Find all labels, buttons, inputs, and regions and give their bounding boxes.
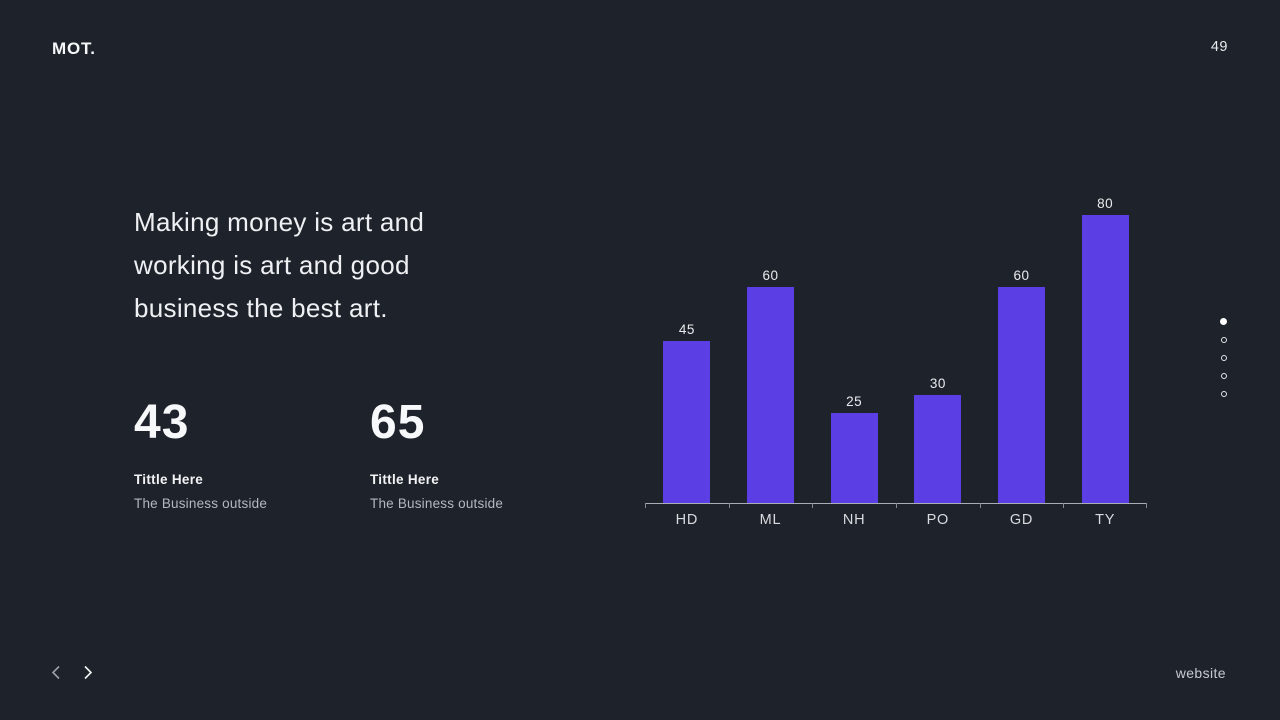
bar <box>998 287 1046 503</box>
bar-value-label: 45 <box>678 322 695 337</box>
pagination-dot-2[interactable] <box>1220 337 1227 343</box>
stat-value: 43 <box>134 396 190 449</box>
axis-tick <box>896 503 897 508</box>
category-label: TY <box>1095 512 1116 528</box>
quote-line: working is art and good <box>134 250 410 280</box>
bar <box>914 395 962 503</box>
bar-group-hd: 45 <box>645 190 729 503</box>
axis-tick <box>1146 503 1147 508</box>
bar <box>747 287 794 503</box>
bar <box>830 413 878 503</box>
category-label: NH <box>842 512 866 528</box>
chevron-right-icon <box>81 665 95 684</box>
category-label: ML <box>759 512 782 528</box>
stat-title: Tittle Here <box>370 472 440 487</box>
slide-navigation <box>49 664 95 681</box>
bar <box>663 341 711 503</box>
chart-bars-area: 45 60 25 30 60 80 <box>645 190 1147 503</box>
stat-value: 65 <box>370 396 426 449</box>
next-button[interactable] <box>81 664 95 681</box>
pagination-dot-5[interactable] <box>1220 391 1227 397</box>
bar-value-label: 30 <box>929 376 946 391</box>
slide-pagination-dots <box>1220 318 1227 397</box>
quote-text: Making money is art and working is art a… <box>134 201 424 330</box>
bar-group-ty: 80 <box>1063 190 1147 503</box>
quote-line: business the best art. <box>134 293 388 323</box>
pagination-dot-3[interactable] <box>1220 355 1227 361</box>
stat-subtitle: The Business outside <box>370 496 504 511</box>
axis-tick <box>979 503 981 508</box>
chart-category-labels: HD ML NH PO GD TY <box>645 512 1147 528</box>
bar-group-ml: 60 <box>729 190 813 503</box>
stat-title: Tittle Here <box>134 472 204 487</box>
bar-value-label: 80 <box>1097 196 1114 211</box>
category-label: PO <box>926 512 950 528</box>
category-label: HD <box>675 512 699 528</box>
axis-tick <box>1063 503 1065 508</box>
chart-x-axis <box>645 503 1147 508</box>
stat-block: 65 Tittle Here The Business outside <box>370 396 590 512</box>
pagination-dot-4[interactable] <box>1220 373 1227 379</box>
logo: MOT. <box>52 39 96 58</box>
chevron-left-icon <box>49 665 63 684</box>
bar-chart: 45 60 25 30 60 80 HD ML NH PO GD TY <box>645 190 1147 528</box>
bar-value-label: 60 <box>762 268 779 283</box>
stat-block: 43 Tittle Here The Business outside <box>134 396 354 512</box>
pagination-dot-1[interactable] <box>1220 318 1227 325</box>
bar-group-gd: 60 <box>980 190 1064 503</box>
category-label: GD <box>1009 512 1034 528</box>
axis-tick <box>812 503 814 508</box>
bar-group-po: 30 <box>896 190 980 503</box>
bar-group-nh: 25 <box>812 190 896 503</box>
website-link[interactable]: website <box>1175 665 1226 681</box>
page-number: 49 <box>1210 39 1228 55</box>
prev-button[interactable] <box>49 664 63 681</box>
axis-tick <box>728 503 730 508</box>
stat-subtitle: The Business outside <box>134 496 268 511</box>
axis-tick <box>645 503 646 508</box>
quote-line: Making money is art and <box>134 207 425 237</box>
bar-value-label: 60 <box>1013 268 1030 283</box>
bar-value-label: 25 <box>846 394 863 409</box>
bar <box>1081 215 1129 503</box>
